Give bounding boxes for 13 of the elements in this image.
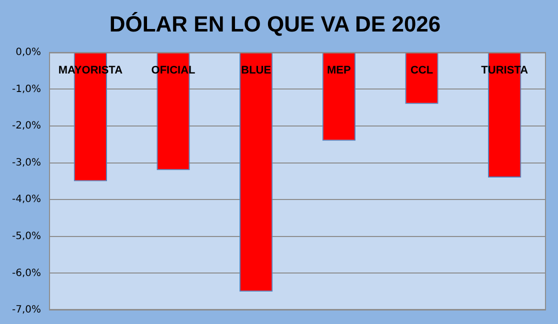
y-tick-label: -6,0% (12, 268, 42, 279)
x-tick-label: BLUE (241, 64, 272, 76)
y-tick-label: -7,0% (12, 304, 42, 316)
y-tick-label: -2,0% (12, 120, 42, 132)
x-tick-label: MEP (327, 64, 351, 76)
y-tick-label: -1,0% (12, 84, 42, 95)
y-tick-label: 0,0% (16, 46, 42, 58)
y-tick-label: -3,0% (12, 157, 42, 168)
chart-title: DÓLAR EN LO QUE VA DE 2026 (109, 11, 441, 36)
y-tick-label: -4,0% (12, 194, 42, 206)
x-tick-label: CCL (410, 64, 434, 76)
y-tick-label: -5,0% (12, 230, 42, 242)
x-tick-label: MAYORISTA (58, 64, 123, 76)
